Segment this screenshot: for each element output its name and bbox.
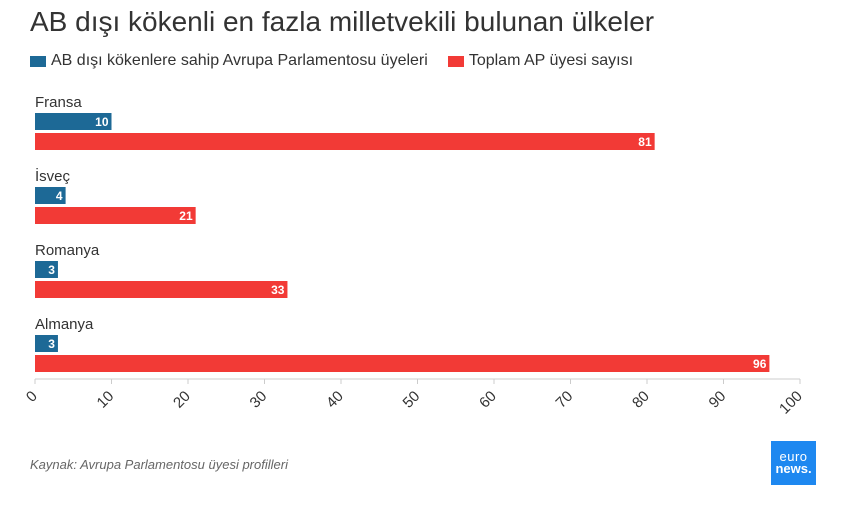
x-tick-label-100: 100 xyxy=(776,388,806,418)
data-label-almanya-series-2: 96 xyxy=(753,357,767,371)
legend-item-non-eu-origin[interactable]: AB dışı kökenlere sahip Avrupa Parlament… xyxy=(30,52,428,70)
x-tick-label-60: 60 xyxy=(476,388,500,412)
bar-isvec-series-2 xyxy=(35,207,196,224)
x-tick-label-50: 50 xyxy=(400,388,424,412)
logo-text-top: euro xyxy=(779,449,808,464)
bar-isvec-series-1 xyxy=(35,187,66,204)
bar-fransa-series-1 xyxy=(35,113,112,130)
category-label-romanya: Romanya xyxy=(35,242,100,259)
data-label-romanya-series-2: 33 xyxy=(271,283,285,297)
legend-label-total-mep: Toplam AP üyesi sayısı xyxy=(468,52,634,69)
chart-legend: AB dışı kökenlere sahip Avrupa Parlament… xyxy=(30,50,653,72)
bar-fransa-series-2 xyxy=(35,133,655,150)
data-label-isvec-series-2: 21 xyxy=(179,209,193,223)
legend-swatch-non-eu-origin xyxy=(30,55,46,67)
bar-almanya-series-2 xyxy=(35,355,770,372)
legend-item-total-mep[interactable]: Toplam AP üyesi sayısı xyxy=(447,52,634,70)
x-tick-label-80: 80 xyxy=(629,388,653,412)
x-tick-label-90: 90 xyxy=(706,388,730,412)
bar-almanya-series-1 xyxy=(35,335,58,352)
x-tick-label-40: 40 xyxy=(323,388,347,412)
x-tick-label-10: 10 xyxy=(94,388,118,412)
legend-swatch-total-mep xyxy=(447,55,464,67)
legend-label-non-eu-origin: AB dışı kökenlere sahip Avrupa Parlament… xyxy=(51,52,428,69)
x-tick-label-0: 0 xyxy=(23,388,41,406)
logo-text-bottom: news. xyxy=(775,461,812,476)
category-label-almanya: Almanya xyxy=(35,316,94,333)
source-note: Kaynak: Avrupa Parlamentosu üyesi profil… xyxy=(30,457,288,472)
category-label-isvec: İsveç xyxy=(35,167,71,185)
bar-romanya-series-1 xyxy=(35,261,58,278)
data-label-fransa-series-2: 81 xyxy=(638,135,652,149)
x-tick-label-20: 20 xyxy=(170,388,194,412)
x-tick-label-70: 70 xyxy=(553,388,577,412)
data-label-almanya-series-1: 3 xyxy=(48,337,55,351)
category-label-fransa: Fransa xyxy=(35,94,82,111)
chart-title: AB dışı kökenli en fazla milletvekili bu… xyxy=(30,6,655,37)
x-tick-label-30: 30 xyxy=(247,388,271,412)
data-label-fransa-series-1: 10 xyxy=(95,115,109,129)
bar-romanya-series-2 xyxy=(35,281,288,298)
data-label-isvec-series-1: 4 xyxy=(56,189,63,203)
euronews-logo: euro news. xyxy=(771,441,816,485)
data-label-romanya-series-1: 3 xyxy=(48,263,55,277)
